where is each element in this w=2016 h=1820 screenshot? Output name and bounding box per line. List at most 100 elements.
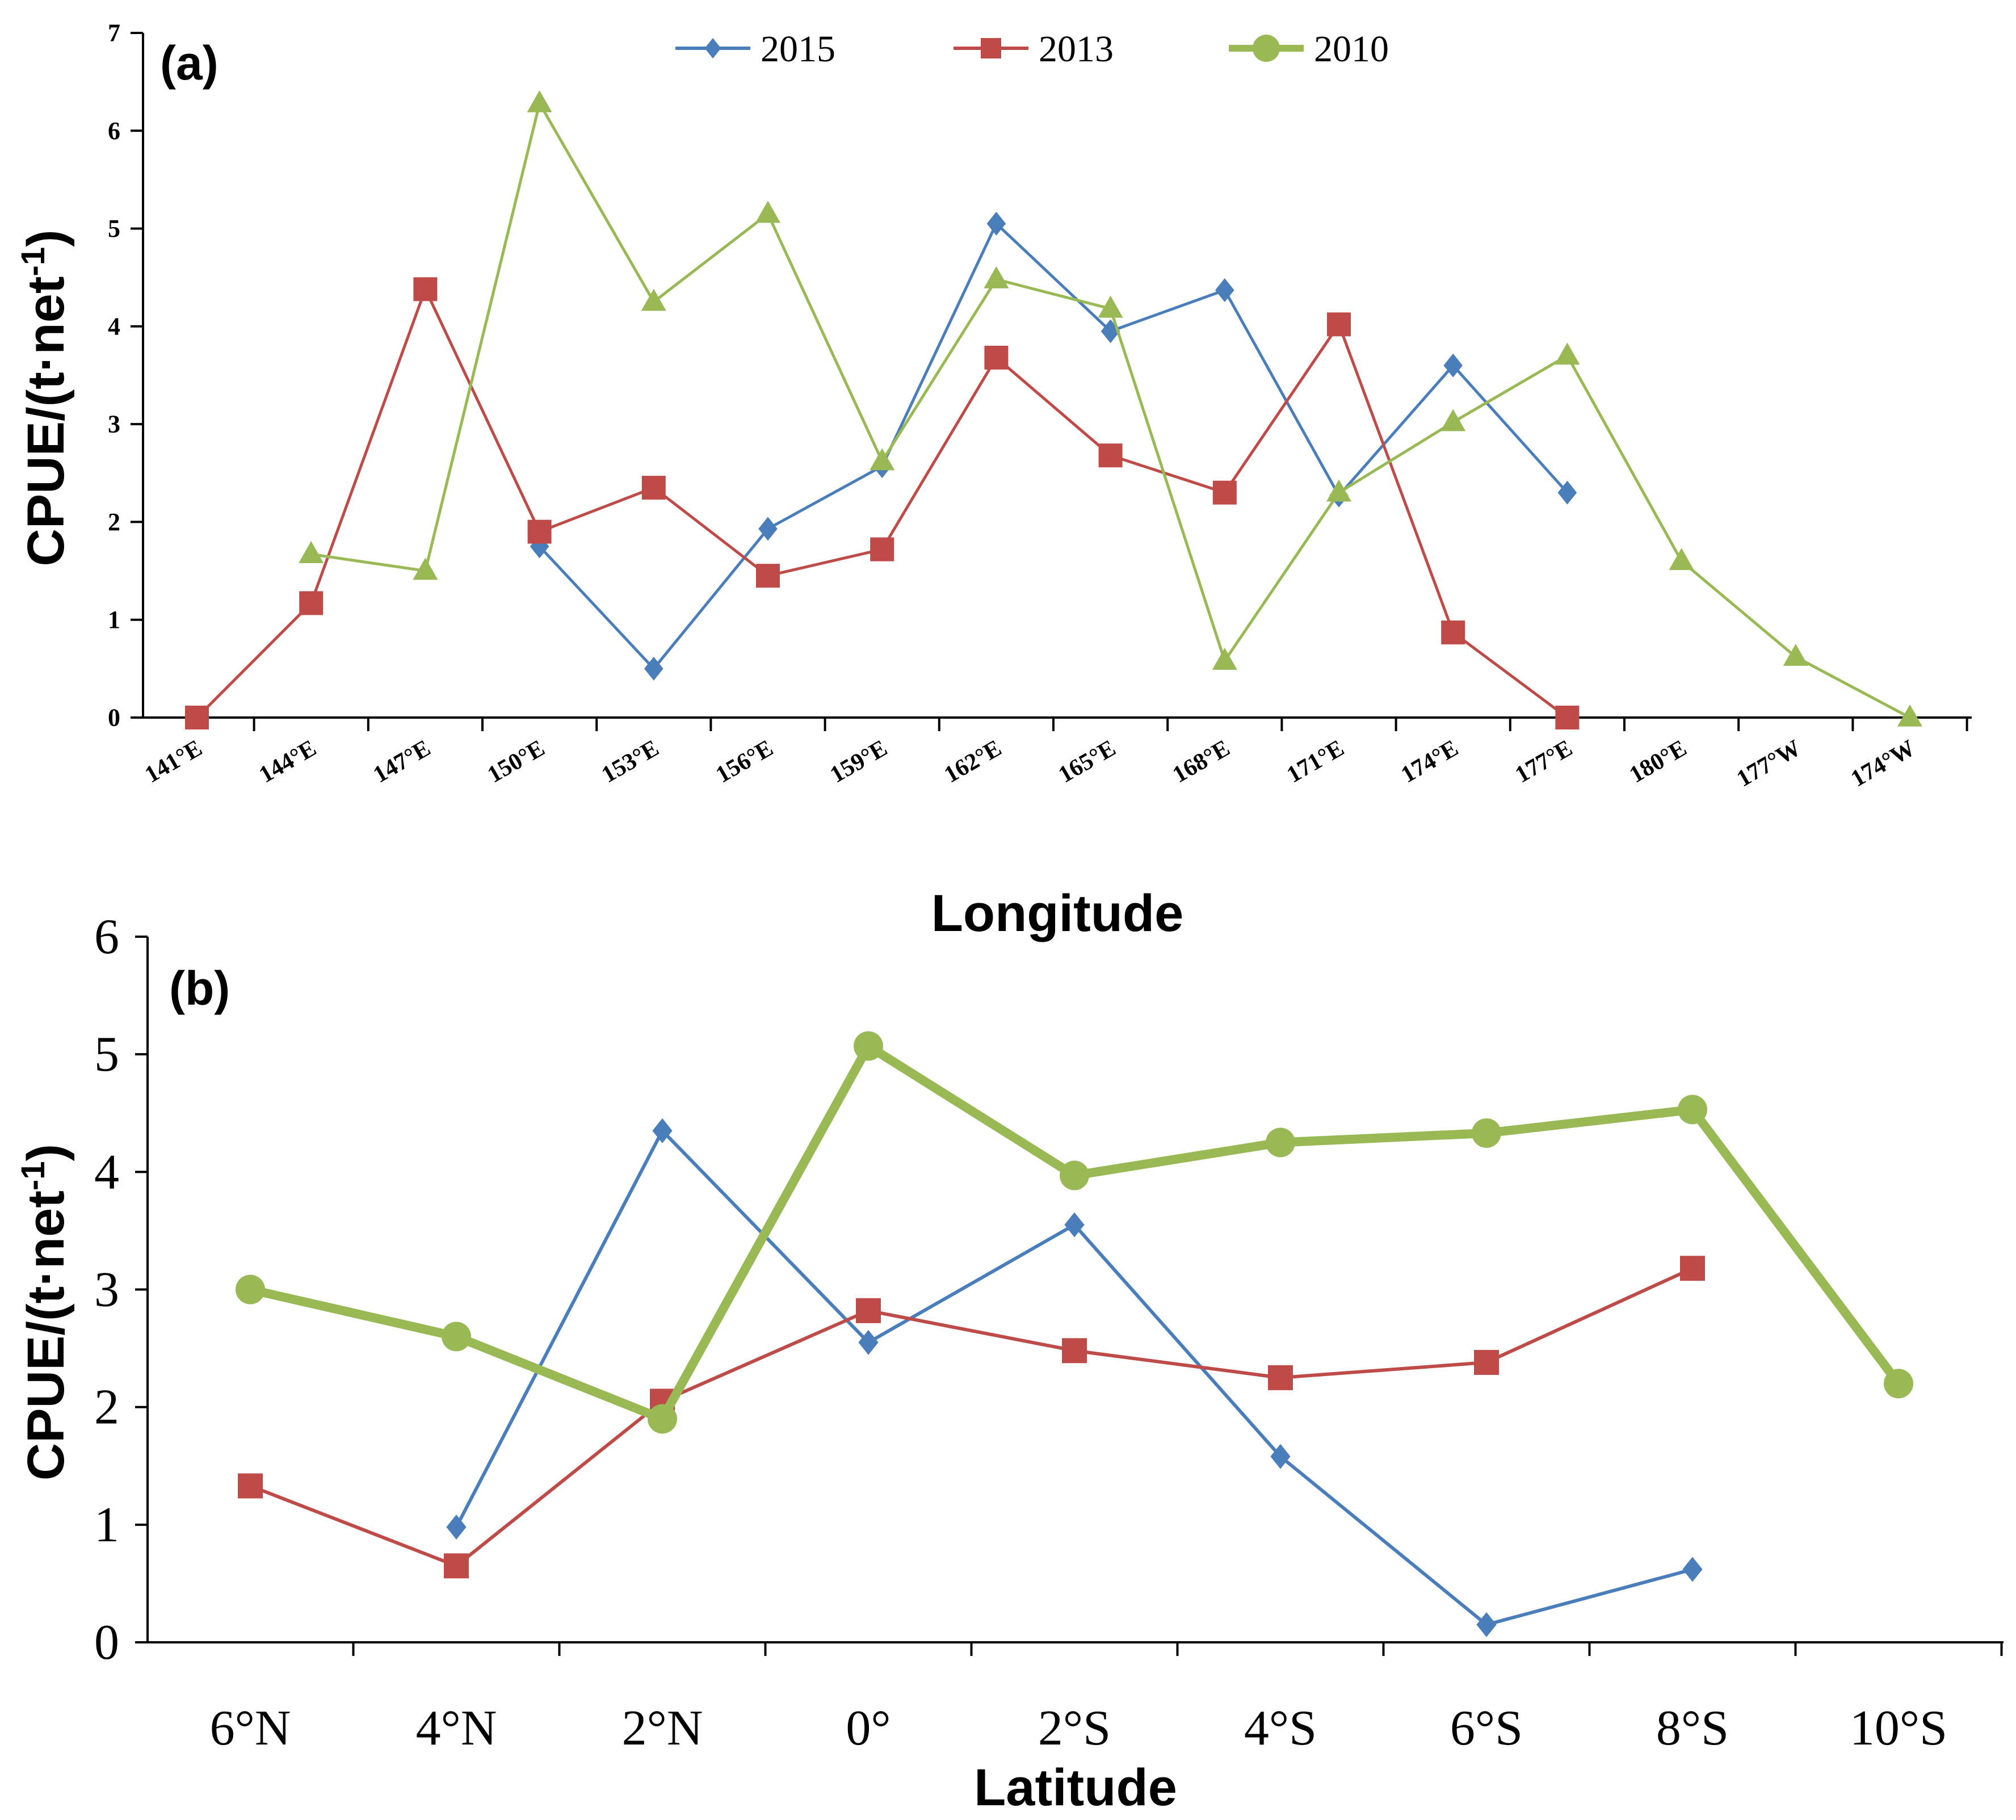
data-point [527, 90, 552, 112]
legend-label: 2015 [761, 28, 835, 70]
data-point [1555, 342, 1580, 365]
data-point [858, 1330, 879, 1355]
series-line-2013 [249, 1267, 1694, 1568]
series-2010 [299, 90, 1923, 727]
data-point [1897, 704, 1923, 727]
y-tick-label: 1 [108, 606, 120, 634]
x-tick-label: 153°E [597, 735, 663, 789]
data-point [236, 1274, 265, 1305]
x-tick-label: 165°E [1054, 735, 1120, 789]
panel-b-chart: 0 1 2 3 4 5 6 6°N 4°N 2°N 0° 2°S 4°S 6°S 8°S 10°S Latitu… [15, 909, 2004, 1817]
x-tick-label: 180°E [1625, 735, 1691, 789]
data-point [641, 476, 666, 500]
y-axis-title-main: CPUE/(t·net [17, 1190, 75, 1481]
x-tick-label: 8°S [1656, 1701, 1729, 1756]
data-point [1212, 647, 1237, 670]
legend-item-2010: 2010 [1229, 28, 1389, 70]
data-point [756, 564, 780, 588]
data-point [1441, 620, 1465, 645]
y-tick-label: 0 [108, 704, 120, 732]
y-tick-label: 6 [108, 117, 120, 145]
data-point [1270, 1444, 1291, 1469]
legend-marker [1253, 35, 1280, 62]
data-point [299, 591, 324, 615]
data-point [527, 519, 552, 544]
data-point [1476, 1612, 1497, 1637]
data-point [1443, 353, 1463, 378]
y-tick-label: 0 [94, 1615, 119, 1670]
y-axis-title-close: ) [17, 229, 75, 247]
x-tick-label: 2°N [622, 1701, 703, 1756]
series-line-2015 [455, 1129, 1694, 1626]
series-line-2010 [309, 102, 1912, 719]
data-point [1474, 1349, 1499, 1375]
y-tick-label: 5 [108, 215, 120, 242]
data-point [1266, 1127, 1295, 1158]
data-point [1268, 1365, 1293, 1390]
data-point [1215, 278, 1234, 303]
x-tick-label: 147°E [369, 735, 435, 789]
x-tick-label: 4°N [416, 1701, 497, 1756]
data-point [856, 1298, 881, 1323]
x-tick-label: 174°W [1847, 735, 1920, 792]
data-point [1678, 1094, 1707, 1125]
y-axis-title: CPUE/(t·net-1) [15, 1144, 75, 1481]
data-point [641, 288, 666, 311]
series-2013 [238, 1256, 1705, 1579]
data-point [185, 706, 209, 729]
y-tick-label: 5 [94, 1027, 119, 1082]
y-axis-title-close: ) [17, 1144, 75, 1161]
x-tick-label: 177°W [1732, 735, 1805, 792]
legend-item-2015: 2015 [675, 28, 835, 70]
data-point [648, 1404, 677, 1434]
panel-label: (b) [169, 962, 230, 1015]
data-point [1669, 548, 1694, 571]
x-tick-label: 141°E [141, 735, 207, 789]
data-point [755, 200, 781, 223]
data-point [1062, 1338, 1087, 1364]
y-tick-label: 2 [94, 1380, 119, 1435]
x-tick-label: 6°S [1450, 1701, 1523, 1756]
y-tick-label: 7 [108, 19, 120, 47]
legend-marker [981, 38, 1001, 58]
x-axis-title: Latitude [974, 1759, 1177, 1817]
y-tick-label: 6 [94, 909, 119, 964]
data-point [1884, 1369, 1913, 1399]
y-axis-title-sup: -1 [15, 1161, 52, 1190]
x-tick-label: 171°E [1283, 735, 1349, 789]
x-tick-label: 6°N [210, 1701, 291, 1756]
y-axis-title-main: CPUE/(t·net [17, 276, 75, 567]
data-point [984, 266, 1009, 288]
data-point [1472, 1118, 1501, 1148]
y-tick-label: 4 [108, 312, 120, 340]
series-2015 [446, 1118, 1703, 1637]
legend-item-2013: 2013 [954, 28, 1114, 70]
panel-label: (a) [160, 36, 219, 90]
x-tick-label: 156°E [712, 735, 778, 789]
data-point [413, 557, 438, 580]
x-tick-label: 0° [846, 1701, 891, 1756]
data-point [238, 1473, 263, 1499]
legend-label: 2010 [1314, 28, 1389, 70]
data-point [1327, 312, 1351, 337]
data-point [644, 656, 663, 681]
data-point [986, 211, 1006, 236]
series-line-2015 [538, 222, 1569, 670]
x-tick-label: 174°E [1397, 735, 1463, 789]
data-point [870, 537, 894, 561]
data-point [1060, 1160, 1089, 1190]
data-point [444, 1553, 469, 1579]
legend-marker [704, 38, 721, 58]
x-tick-label: 168°E [1168, 735, 1234, 789]
data-point [1682, 1557, 1703, 1582]
y-axis-title: CPUE/(t·net-1) [15, 229, 75, 566]
data-point [1440, 409, 1466, 431]
y-tick-label: 4 [94, 1144, 119, 1200]
data-point [652, 1118, 673, 1143]
x-tick-label: 159°E [826, 735, 892, 789]
data-point [1557, 480, 1577, 505]
y-tick-label: 1 [94, 1498, 119, 1553]
data-point [413, 277, 438, 301]
data-point [446, 1514, 467, 1540]
legend: 2015 2013 2010 [675, 28, 1389, 70]
